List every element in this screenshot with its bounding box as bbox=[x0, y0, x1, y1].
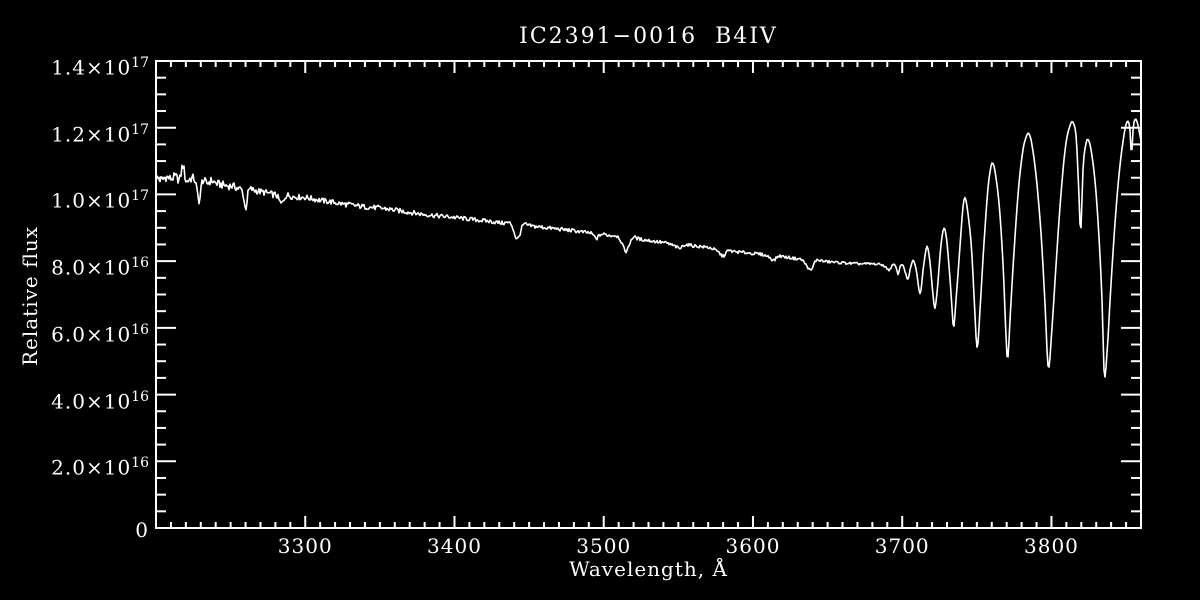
x-tick-label: 3800 bbox=[1024, 534, 1079, 558]
y-tick-label: 1.4×1017 bbox=[51, 55, 149, 80]
x-tick-label: 3400 bbox=[427, 534, 482, 558]
y-tick-label: 0 bbox=[135, 518, 149, 542]
plot-title: IC2391−0016 B4IV bbox=[519, 24, 778, 49]
y-tick-label: 6.0×1016 bbox=[51, 321, 149, 347]
x-tick-label: 3500 bbox=[576, 534, 632, 558]
x-axis-label: Wavelength, Å bbox=[569, 557, 728, 581]
y-tick-label: 1.2×1017 bbox=[51, 121, 149, 147]
x-tick-label: 3700 bbox=[874, 534, 930, 558]
y-tick-label: 2.0×1016 bbox=[51, 455, 149, 480]
y-tick-label: 8.0×1016 bbox=[51, 255, 149, 280]
x-tick-label: 3600 bbox=[725, 534, 781, 558]
axes-and-ticks bbox=[155, 60, 1142, 529]
plot-frame bbox=[155, 60, 1142, 529]
spectrum-line bbox=[156, 118, 1141, 378]
x-tick-label: 3300 bbox=[277, 534, 333, 558]
y-tick-label: 4.0×1016 bbox=[51, 388, 149, 414]
y-tick-label: 1.0×1017 bbox=[51, 188, 149, 214]
